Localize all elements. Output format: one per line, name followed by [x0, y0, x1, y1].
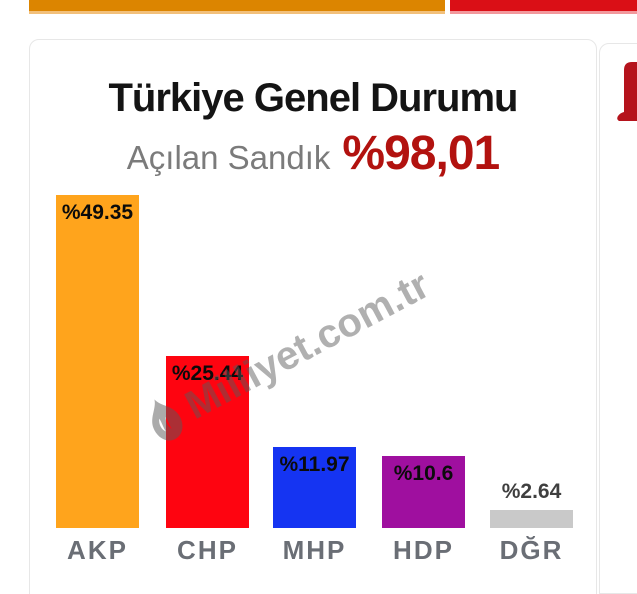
category-label-akp: AKP	[67, 535, 128, 565]
partial-red-logo-icon	[617, 62, 637, 121]
bar-akp	[56, 195, 139, 528]
opened-ballot-percentage: %98,01	[342, 127, 500, 180]
opened-ballot-label: Açılan Sandık	[126, 139, 331, 176]
bar-hdp	[382, 456, 465, 528]
side-card	[599, 43, 637, 594]
bar-dgr	[490, 510, 573, 528]
bar-value-akp: %49.35	[61, 201, 134, 224]
category-label-dgr: DĞR	[499, 535, 564, 565]
bar-chp	[166, 356, 249, 528]
top-red-strip	[450, 0, 637, 14]
bar-value-mhp: %11.97	[279, 453, 350, 476]
bar-value-dgr: %2.64	[501, 480, 562, 503]
category-label-mhp: MHP	[282, 535, 347, 565]
category-label-chp: CHP	[177, 535, 238, 565]
subtitle-row: Açılan Sandık %98,01	[30, 126, 596, 181]
bar-value-chp: %25.44	[171, 362, 244, 385]
bar-value-hdp: %10.6	[393, 462, 454, 485]
page-title: Türkiye Genel Durumu	[108, 76, 519, 120]
bar-mhp	[273, 447, 356, 528]
category-label-hdp: HDP	[393, 535, 454, 565]
top-orange-strip	[29, 0, 445, 14]
